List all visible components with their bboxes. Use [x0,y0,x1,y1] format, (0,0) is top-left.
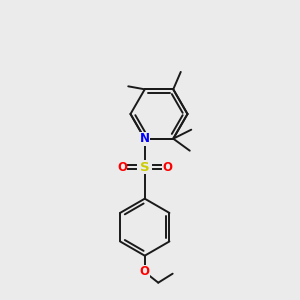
Text: N: N [140,132,150,145]
Text: O: O [140,265,150,278]
Text: O: O [162,161,172,174]
Text: O: O [117,161,127,174]
Text: S: S [140,161,150,174]
